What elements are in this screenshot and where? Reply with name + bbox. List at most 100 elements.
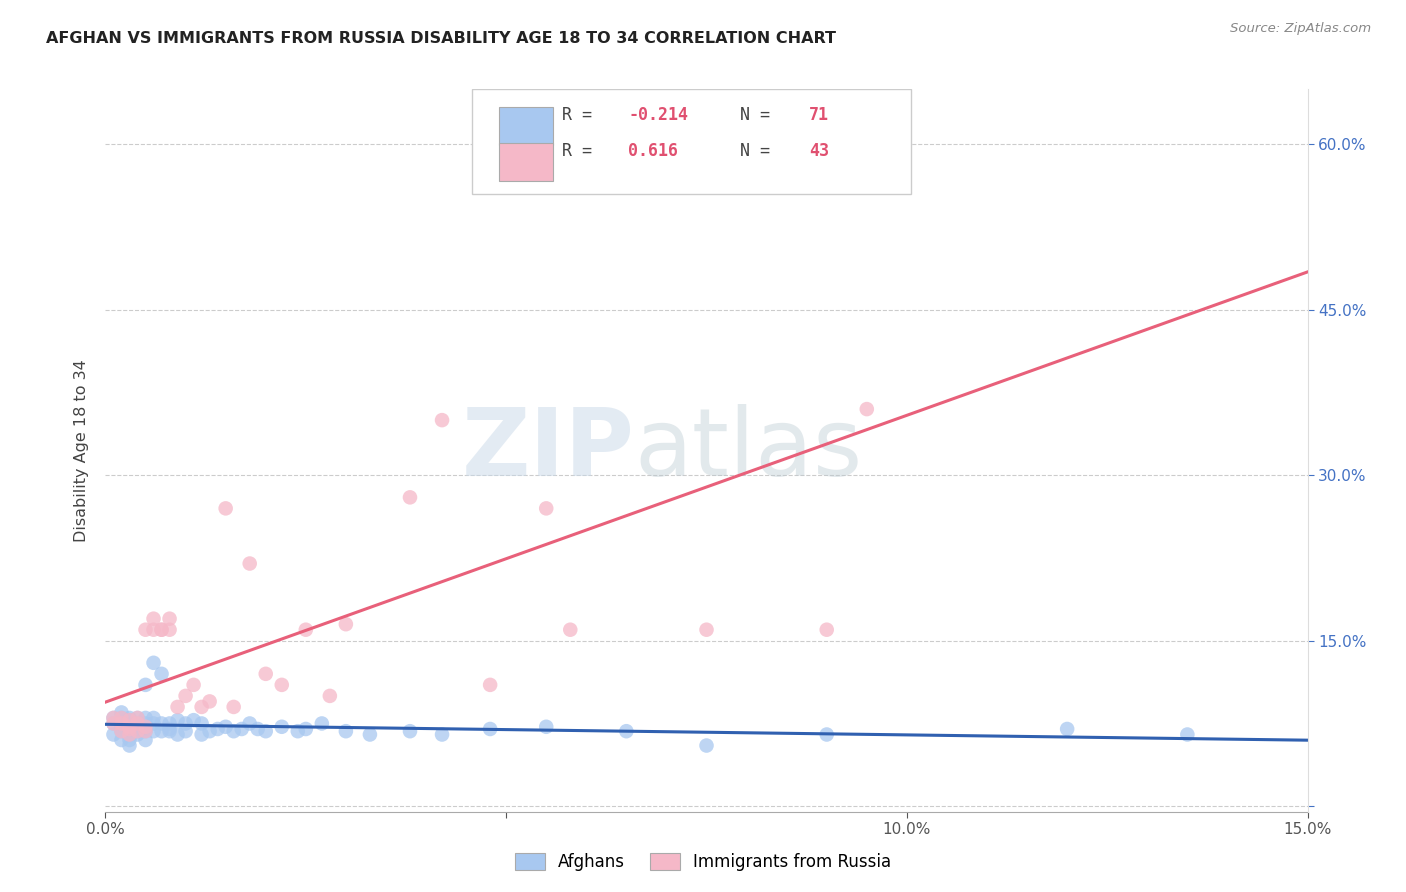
Text: R =: R =: [562, 142, 612, 160]
Point: [222, 700, 245, 714]
Point: [174, 716, 197, 731]
Text: R =: R =: [562, 106, 602, 124]
Point: [855, 402, 877, 417]
Y-axis label: Disability Age 18 to 34: Disability Age 18 to 34: [75, 359, 90, 541]
Point: [103, 711, 125, 725]
Text: AFGHAN VS IMMIGRANTS FROM RUSSIA DISABILITY AGE 18 TO 34 CORRELATION CHART: AFGHAN VS IMMIGRANTS FROM RUSSIA DISABIL…: [46, 31, 837, 46]
Point: [110, 711, 132, 725]
Point: [190, 727, 212, 741]
Point: [118, 724, 141, 739]
Point: [142, 623, 165, 637]
Point: [159, 612, 181, 626]
Point: [295, 623, 318, 637]
Point: [207, 722, 229, 736]
Point: [254, 724, 277, 739]
Point: [231, 722, 253, 736]
Point: [399, 491, 422, 505]
Point: [246, 722, 269, 736]
Text: 71: 71: [808, 106, 828, 124]
Point: [430, 413, 453, 427]
Text: 0.616: 0.616: [628, 142, 678, 160]
Point: [696, 739, 718, 753]
Point: [815, 623, 838, 637]
Point: [142, 716, 165, 731]
Point: [118, 720, 141, 734]
Point: [110, 720, 132, 734]
Point: [359, 727, 381, 741]
Point: [190, 700, 212, 714]
Point: [127, 724, 149, 739]
Point: [103, 716, 125, 731]
Point: [479, 722, 502, 736]
Point: [198, 694, 221, 708]
Point: [479, 678, 502, 692]
Text: N =: N =: [740, 142, 780, 160]
Point: [118, 713, 141, 727]
Point: [430, 727, 453, 741]
Point: [127, 724, 149, 739]
Point: [239, 557, 262, 571]
Point: [159, 722, 181, 736]
Point: [127, 716, 149, 731]
Point: [287, 724, 309, 739]
Point: [110, 724, 132, 739]
Point: [110, 716, 132, 731]
Point: [174, 724, 197, 739]
Point: [254, 666, 277, 681]
Point: [135, 720, 157, 734]
Point: [103, 727, 125, 741]
Point: [150, 716, 173, 731]
Text: atlas: atlas: [634, 404, 863, 497]
Point: [127, 720, 149, 734]
Point: [118, 727, 141, 741]
Legend: Afghans, Immigrants from Russia: Afghans, Immigrants from Russia: [506, 845, 900, 880]
Point: [110, 724, 132, 739]
Point: [118, 722, 141, 736]
Point: [135, 724, 157, 739]
Point: [103, 716, 125, 731]
Point: [270, 678, 292, 692]
Point: [118, 716, 141, 731]
Point: [214, 501, 236, 516]
Point: [110, 733, 132, 747]
Text: 43: 43: [808, 142, 828, 160]
Point: [166, 700, 188, 714]
Point: [198, 724, 221, 739]
Point: [127, 727, 149, 741]
FancyBboxPatch shape: [499, 107, 553, 145]
Point: [183, 678, 205, 692]
Point: [166, 713, 188, 727]
Point: [222, 724, 245, 739]
Point: [183, 713, 205, 727]
Point: [118, 713, 141, 727]
Point: [118, 722, 141, 736]
Point: [166, 727, 188, 741]
Point: [127, 716, 149, 731]
Point: [311, 716, 333, 731]
Text: ZIP: ZIP: [461, 404, 634, 497]
Point: [1177, 727, 1199, 741]
FancyBboxPatch shape: [472, 89, 911, 194]
Point: [142, 724, 165, 739]
Point: [135, 733, 157, 747]
Point: [190, 716, 212, 731]
Point: [142, 656, 165, 670]
Point: [616, 724, 638, 739]
Point: [118, 727, 141, 741]
Point: [110, 711, 132, 725]
Text: Source: ZipAtlas.com: Source: ZipAtlas.com: [1230, 22, 1371, 36]
Point: [127, 711, 149, 725]
Text: N =: N =: [740, 106, 780, 124]
Point: [135, 711, 157, 725]
Point: [159, 716, 181, 731]
Point: [110, 716, 132, 731]
Point: [335, 617, 357, 632]
Point: [142, 612, 165, 626]
Point: [103, 711, 125, 725]
Point: [118, 720, 141, 734]
Point: [110, 722, 132, 736]
Point: [534, 720, 557, 734]
Point: [118, 711, 141, 725]
Point: [135, 722, 157, 736]
Point: [127, 722, 149, 736]
